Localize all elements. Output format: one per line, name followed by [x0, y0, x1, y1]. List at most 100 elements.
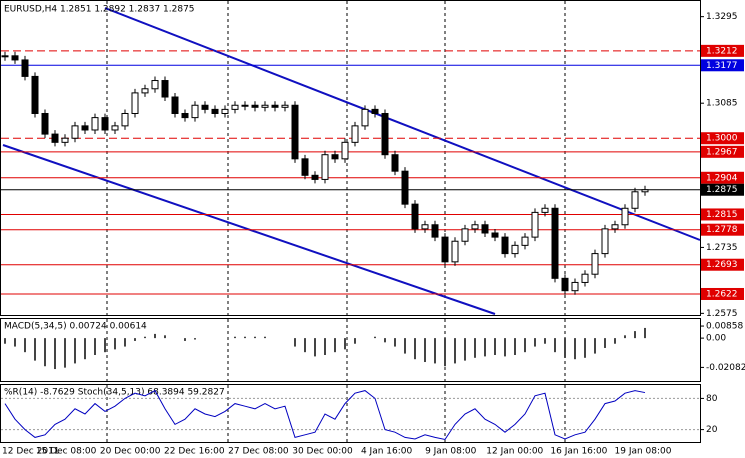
- wpr-line: [4, 389, 646, 441]
- time-label: 9 Jan 08:00: [425, 447, 477, 457]
- candle: [381, 112, 389, 156]
- level-label: 1.2815: [706, 210, 738, 220]
- candle: [441, 236, 449, 263]
- time-label: 22 Dec 16:00: [164, 447, 225, 457]
- candle: [531, 211, 539, 238]
- time-label: 27 Dec 08:00: [228, 447, 289, 457]
- candle: [631, 191, 639, 209]
- level-tag: [701, 287, 744, 300]
- level-label: 1.2622: [706, 289, 738, 299]
- time-label: 20 Dec 00:00: [100, 447, 161, 457]
- candle: [481, 224, 489, 234]
- candle: [621, 207, 629, 226]
- candle: [261, 104, 269, 108]
- candle: [431, 224, 439, 238]
- level-label: 1.2875: [706, 185, 738, 195]
- candle: [41, 112, 49, 135]
- candle: [101, 117, 109, 131]
- candle: [401, 170, 409, 205]
- candle: [561, 277, 569, 292]
- candle: [161, 80, 169, 98]
- candle: [171, 96, 179, 114]
- candle: [131, 92, 139, 114]
- main-title: EURUSD,H4 1.2851 1.2892 1.2837 1.2875: [4, 5, 195, 15]
- time-label: 16 Jan 16:00: [550, 447, 607, 457]
- candle: [341, 141, 349, 160]
- candle: [81, 125, 89, 131]
- candle: [241, 104, 249, 107]
- candle: [181, 112, 189, 119]
- candle: [221, 108, 229, 114]
- candle: [551, 207, 559, 279]
- time-label: 15 Dec 08:00: [36, 447, 97, 457]
- y-tick-label: 0.00: [706, 334, 726, 344]
- level-tag: [701, 258, 744, 271]
- level-label: 1.2693: [706, 260, 738, 270]
- level-label: 1.3000: [706, 134, 738, 144]
- level-tag: [701, 183, 744, 196]
- candle: [411, 203, 419, 230]
- candle: [471, 224, 479, 230]
- level-tag: [701, 223, 744, 236]
- candle: [91, 117, 99, 131]
- time-grid: [106, 1, 566, 442]
- candle: [451, 240, 459, 263]
- candle: [591, 253, 599, 275]
- wpr-title: %R(14) -8.7629 Stoch(34,5,13) 68.3894 59…: [4, 388, 225, 398]
- candle: [151, 80, 159, 90]
- candle: [491, 232, 499, 238]
- time-label: 12 Dec 2011: [2, 447, 60, 457]
- main-panel: [0, 0, 701, 316]
- level-tag: [701, 208, 744, 221]
- y-tick-label: 1.3295: [706, 12, 738, 22]
- candle: [271, 104, 279, 108]
- y-tick-label: 80: [706, 394, 718, 404]
- candle: [361, 108, 369, 127]
- candle: [191, 104, 199, 119]
- y-tick-label: 1.3085: [706, 99, 738, 109]
- level-label: 1.3212: [706, 46, 738, 56]
- candle: [291, 104, 299, 160]
- candle: [61, 137, 69, 143]
- candle: [31, 75, 39, 114]
- candle: [311, 174, 319, 180]
- candle: [121, 112, 129, 127]
- candle: [541, 207, 549, 213]
- candle: [611, 224, 619, 230]
- candle: [641, 189, 649, 193]
- candle: [21, 59, 29, 77]
- candle: [301, 158, 309, 176]
- candle: [461, 228, 469, 242]
- level-label: 1.3177: [706, 61, 738, 71]
- candle: [421, 224, 429, 230]
- candle: [11, 55, 19, 61]
- candle: [201, 104, 209, 110]
- candle: [281, 104, 289, 108]
- candle: [581, 273, 589, 283]
- macd-title: MACD(5,34,5) 0.00724 0.00614: [4, 322, 147, 332]
- candle: [601, 228, 609, 255]
- level-tag: [701, 145, 744, 158]
- level-tag: [701, 59, 744, 72]
- y-tick-label: 0.00858: [706, 322, 743, 332]
- candle: [511, 244, 519, 255]
- candle: [51, 133, 59, 143]
- candle: [1, 55, 9, 58]
- candle: [211, 108, 219, 114]
- candle: [111, 125, 119, 131]
- level-label: 1.2778: [706, 225, 738, 235]
- candle: [141, 88, 149, 94]
- trend-line: [104, 7, 701, 241]
- time-label: 4 Jan 16:00: [361, 447, 413, 457]
- level-label: 1.2967: [706, 147, 738, 157]
- level-label: 1.2904: [706, 173, 738, 183]
- time-label: 19 Jan 08:00: [615, 447, 672, 457]
- candle: [71, 125, 79, 139]
- candle: [571, 281, 579, 292]
- candle: [251, 104, 259, 108]
- level-tag: [701, 44, 744, 57]
- candle: [321, 154, 329, 180]
- y-tick-label: 20: [706, 425, 718, 435]
- level-tag: [701, 132, 744, 145]
